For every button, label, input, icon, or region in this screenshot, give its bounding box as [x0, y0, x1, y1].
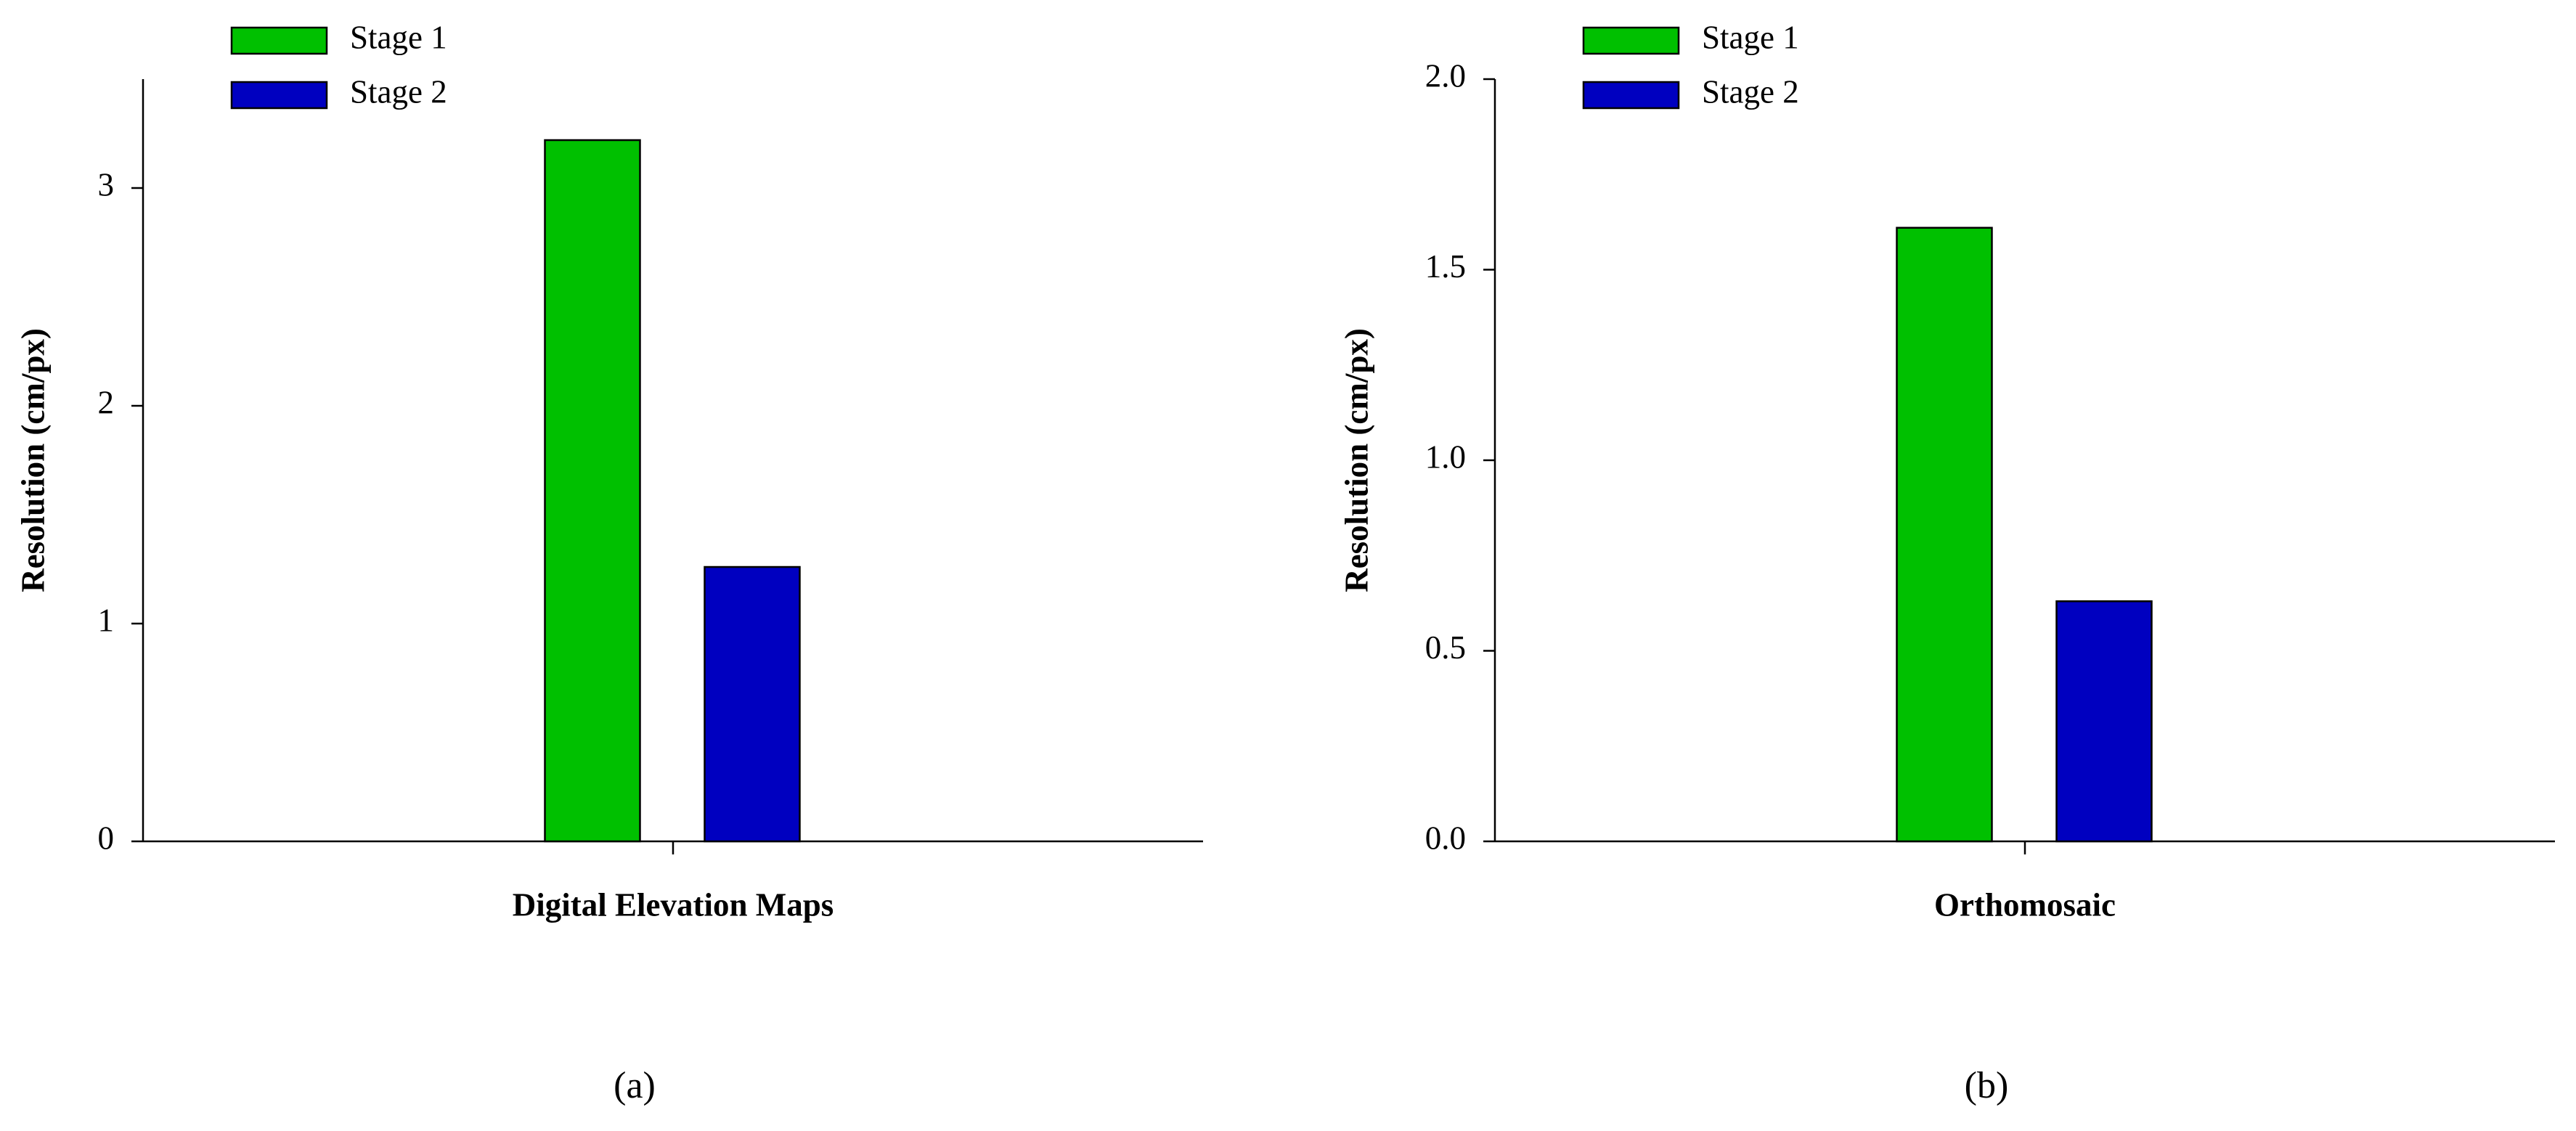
y-tick-label: 0	[98, 820, 115, 856]
y-axis-title: Resolution (cm/px)	[1338, 328, 1374, 592]
legend-swatch	[1582, 26, 1680, 55]
y-axis-title: Resolution (cm/px)	[15, 328, 51, 592]
bar	[704, 566, 801, 843]
panel-label: (b)	[1965, 1065, 2009, 1106]
y-tick-label: 1.5	[1425, 248, 1466, 285]
x-tick-label: Digital Elevation Maps	[513, 886, 834, 923]
y-tick-label: 3	[98, 166, 115, 203]
bar	[1896, 226, 1993, 843]
legend-swatch	[230, 26, 328, 55]
legend-swatch	[1582, 81, 1680, 110]
panel-label: (a)	[614, 1065, 656, 1106]
y-tick-label: 2	[98, 384, 115, 420]
y-tick-label: 0.5	[1425, 629, 1466, 666]
bar	[2055, 600, 2153, 843]
bar	[544, 139, 641, 843]
legend-label: Stage 1	[350, 19, 447, 55]
y-tick-label: 0.0	[1425, 820, 1466, 856]
legend-swatch	[230, 81, 328, 110]
x-tick-label: Orthomosaic	[1934, 886, 2116, 923]
y-tick-label: 1	[98, 602, 115, 638]
legend-label: Stage 1	[1702, 19, 1799, 55]
legend-label: Stage 2	[1702, 73, 1799, 110]
y-tick-label: 2.0	[1425, 57, 1466, 94]
y-tick-label: 1.0	[1425, 438, 1466, 475]
legend-label: Stage 2	[350, 73, 447, 110]
